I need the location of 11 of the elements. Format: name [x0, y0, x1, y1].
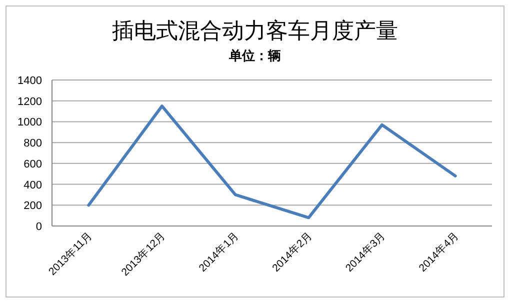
y-tick-label: 200: [24, 200, 42, 212]
y-tick-label: 400: [24, 179, 42, 192]
y-tick-label: 0: [36, 221, 42, 233]
y-tick-label: 1200: [18, 96, 42, 108]
y-tick-label: 800: [24, 138, 42, 150]
y-tick-label: 1000: [18, 116, 42, 129]
line-series: [87, 104, 457, 220]
y-tick-label: 600: [24, 158, 42, 170]
chart-title: 插电式混合动力客车月度产量: [112, 18, 398, 43]
y-tick-label: 1400: [18, 75, 42, 87]
chart-subtitle: 单位：辆: [228, 48, 281, 63]
